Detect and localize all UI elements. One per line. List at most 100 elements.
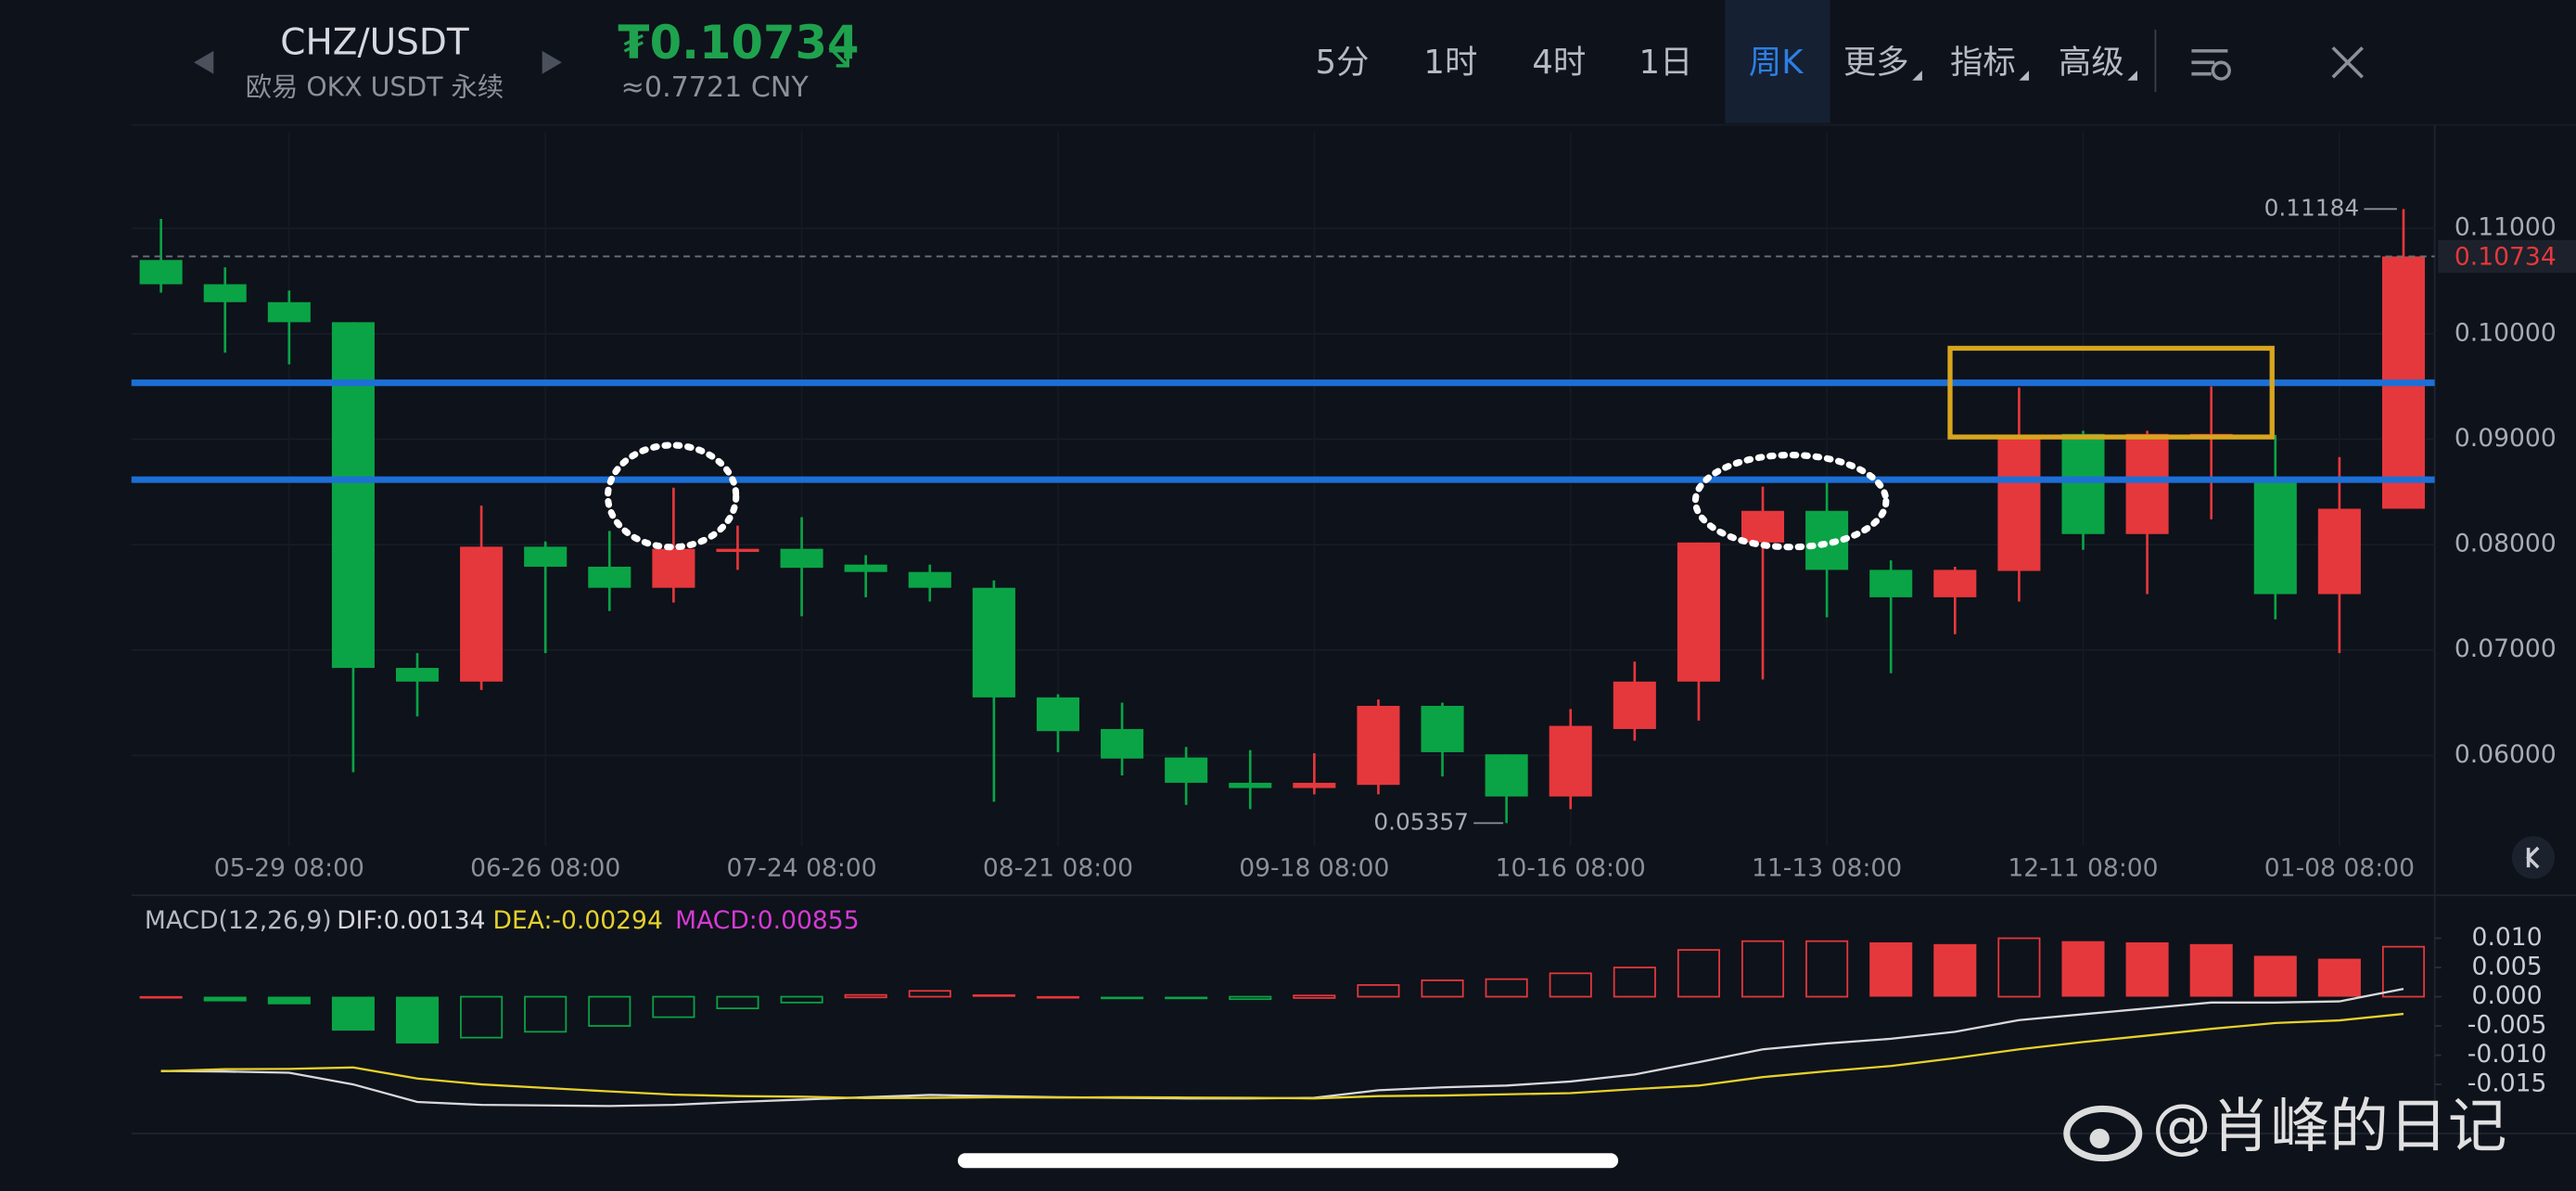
y-tick-label: 0.10000	[2455, 318, 2557, 347]
candle-body	[1997, 434, 2041, 571]
x-tick-label: 05-29 08:00	[214, 853, 364, 882]
macd-bar	[972, 994, 1015, 997]
drawn-ellipse	[604, 442, 740, 551]
price: ₮0.10734	[618, 16, 859, 70]
macd-bar	[1549, 972, 1592, 998]
candle-body	[1613, 681, 1656, 729]
tab[interactable]: 5分	[1315, 44, 1369, 82]
y-tick-label: -0.015	[2468, 1069, 2547, 1098]
candle-body	[716, 548, 759, 553]
legend-entry: DIF:0.00134	[337, 906, 485, 935]
macd-bar	[460, 995, 504, 1039]
macd-line	[160, 1012, 2404, 1100]
candle-body	[1101, 728, 1144, 759]
candle-body	[908, 571, 951, 588]
y-tick-label: 0.005	[2472, 953, 2543, 981]
candle-body	[524, 546, 567, 567]
x-tick-label: 08-21 08:00	[983, 853, 1133, 882]
settings-icon[interactable]	[2191, 49, 2231, 81]
candle-body	[1485, 754, 1528, 797]
x-tick-label: 09-18 08:00	[1239, 853, 1389, 882]
macd-bar	[395, 996, 440, 1044]
candle-body	[460, 546, 504, 682]
last-price-box	[2438, 239, 2576, 274]
candle-body	[1869, 570, 1913, 597]
macd-bar	[2381, 945, 2426, 998]
y-tick-label: 0.11000	[2455, 213, 2557, 242]
tab[interactable]: 周K	[1749, 44, 1804, 82]
macd-bar	[844, 993, 887, 999]
y-tick-label: 0.08000	[2455, 530, 2557, 558]
x-tick-label: 07-24 08:00	[726, 853, 876, 882]
collapse-button[interactable]	[2511, 836, 2555, 879]
macd-bar	[2125, 941, 2169, 997]
y-tick-label: 0.000	[2472, 981, 2543, 1010]
tab[interactable]: 1日	[1639, 44, 1693, 82]
y-tick-label: 0.07000	[2455, 634, 2557, 663]
candle-body	[331, 322, 375, 669]
macd-bar	[1677, 949, 1720, 998]
legend-entry: DEA:-0.00294	[493, 906, 663, 935]
macd-bar	[1101, 996, 1144, 1000]
y-tick-label: -0.010	[2468, 1040, 2547, 1069]
macd-bar	[524, 995, 567, 1033]
x-tick-label: 10-16 08:00	[1496, 853, 1646, 882]
macd-bar	[267, 996, 311, 1005]
active-tab-bg	[1725, 0, 1830, 123]
macd-title: MACD(12,26,9)	[145, 906, 332, 935]
dropdown-mark	[2127, 70, 2137, 81]
drawn-box	[1947, 345, 2275, 440]
watermark: @肖峰的日记	[2152, 1093, 2507, 1161]
candle-body	[1677, 542, 1720, 682]
candle-body	[395, 668, 440, 682]
x-tick-label: 01-08 08:00	[2264, 853, 2415, 882]
close-icon[interactable]	[2331, 46, 2364, 79]
candle-body	[652, 548, 695, 588]
candle-body	[1421, 705, 1464, 752]
macd-bar	[2061, 941, 2105, 997]
macd-bar	[716, 995, 759, 1010]
y-tick-label: 0.010	[2472, 923, 2543, 952]
down-arrow	[828, 46, 849, 68]
low-label: 0.05357	[1373, 808, 1469, 835]
macd-bar	[2317, 958, 2361, 997]
tab[interactable]: 更多	[1843, 44, 1909, 82]
candle-body	[1357, 705, 1400, 786]
candle-body	[588, 566, 631, 588]
macd-bar	[1869, 941, 1913, 997]
macd-bar	[1485, 978, 1528, 998]
tab[interactable]: 指标	[1950, 44, 2016, 82]
macd-bar	[203, 996, 247, 1002]
x-tick-label: 12-11 08:00	[2008, 853, 2158, 882]
exchange: 欧易 OKX USDT 永续	[246, 72, 504, 103]
tab[interactable]: 4时	[1532, 44, 1586, 82]
macd-bar	[331, 996, 375, 1031]
next-arrow[interactable]	[542, 50, 562, 74]
candle-body	[972, 587, 1015, 698]
tab[interactable]: 高级	[2059, 44, 2124, 82]
macd-bar	[1421, 979, 1464, 998]
cny-price: ≈0.7721 CNY	[621, 71, 810, 104]
macd-bar	[2189, 943, 2233, 997]
macd-bar	[2253, 955, 2297, 997]
candle-body	[2317, 508, 2361, 595]
macd-bar	[780, 995, 823, 1004]
prev-arrow[interactable]	[194, 50, 214, 74]
macd-bar	[1997, 937, 2041, 998]
macd-bar	[908, 990, 951, 998]
tab[interactable]: 1时	[1423, 44, 1477, 82]
candle-body	[1036, 697, 1079, 732]
candle-body	[1933, 570, 1977, 597]
candle-body	[2125, 433, 2169, 534]
candle-body	[780, 548, 823, 569]
candle-body	[139, 260, 183, 285]
macd-bar	[1933, 943, 1977, 997]
candle-body	[1549, 725, 1592, 797]
high-label: 0.11184	[2264, 194, 2360, 221]
candle-body	[1293, 782, 1336, 788]
macd-bar	[1357, 984, 1400, 998]
symbol: CHZ/USDT	[280, 21, 469, 63]
macd-bar	[652, 995, 695, 1018]
